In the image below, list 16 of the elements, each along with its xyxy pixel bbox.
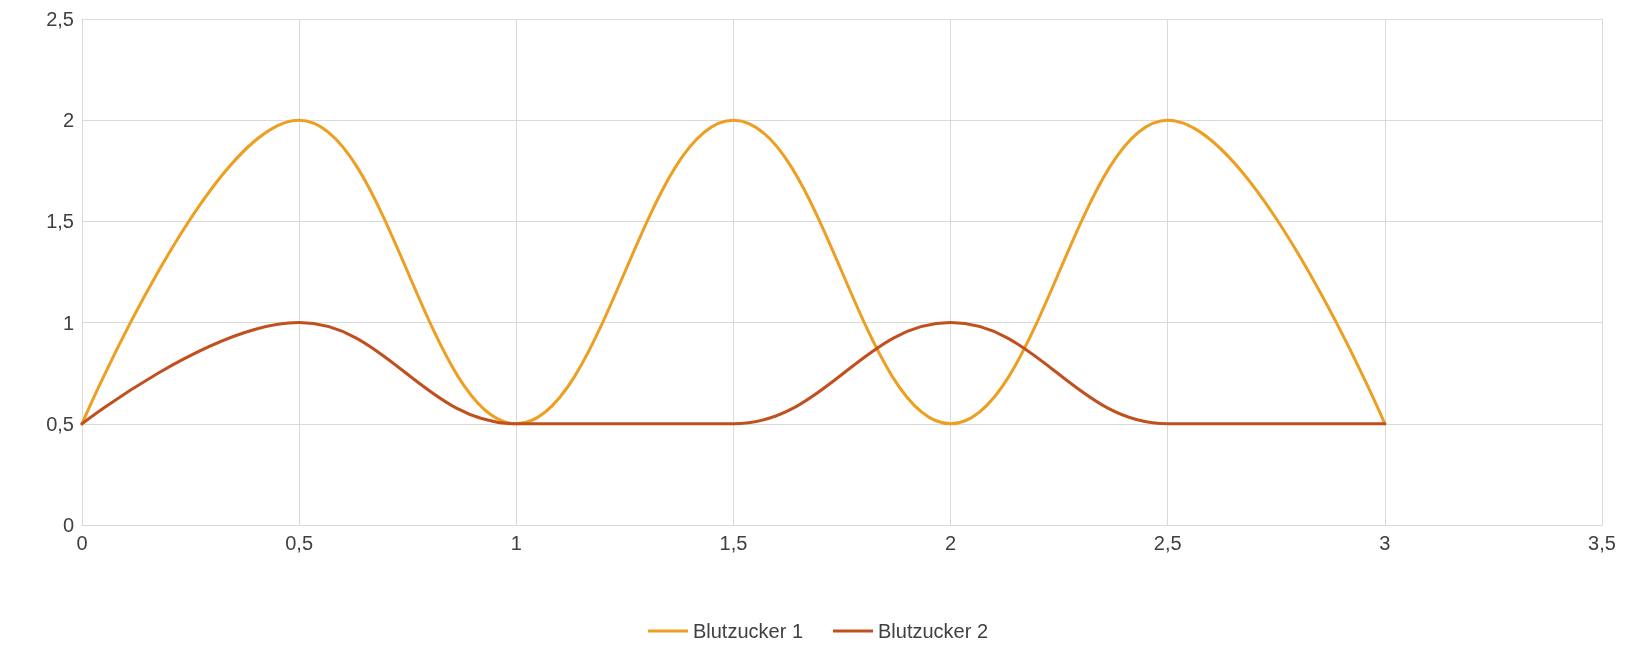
x-tick-label: 2,5 — [1153, 532, 1182, 554]
x-tick-label: 1,5 — [719, 532, 748, 554]
y-tick-label: 1 — [62, 311, 74, 334]
x-tick-label: 1 — [510, 532, 522, 554]
y-tick-label: 0 — [62, 514, 74, 536]
legend-label: Blutzucker 1 — [692, 620, 804, 642]
x-tick-label: 0,5 — [285, 532, 314, 554]
legend-label: Blutzucker 2 — [878, 620, 989, 642]
y-tick-label: 2 — [62, 109, 74, 132]
x-tick-label: 3,5 — [1588, 532, 1616, 554]
x-tick-label: 2 — [945, 532, 957, 554]
y-tick-label: 1,5 — [46, 210, 74, 233]
x-tick-label: 0 — [76, 532, 88, 554]
y-tick-label: 2,5 — [46, 8, 74, 30]
x-tick-label: 3 — [1379, 532, 1391, 554]
y-tick-label: 0,5 — [46, 412, 74, 435]
